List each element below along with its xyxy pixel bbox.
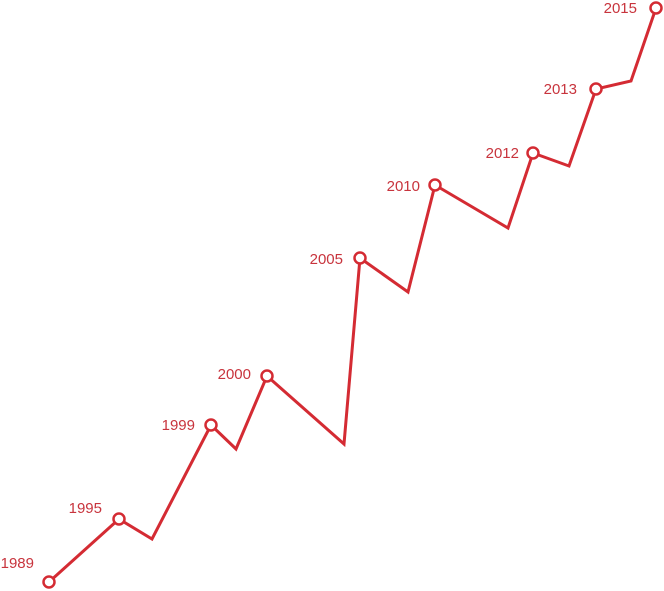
timeline-line (47, 6, 658, 584)
milestone-marker-2015 (649, 1, 663, 15)
milestone-year-label: 2012 (486, 145, 519, 162)
milestone-marker-2013 (589, 82, 603, 96)
milestone-year-label: 2010 (387, 178, 420, 195)
milestone-marker-1995 (112, 512, 126, 526)
milestone-marker-2010 (428, 178, 442, 192)
milestone-marker-2012 (526, 146, 540, 160)
milestone-marker-1989 (42, 575, 56, 589)
milestone-marker-2005 (353, 251, 367, 265)
milestone-year-label: 1989 (1, 555, 34, 572)
milestone-year-label: 2013 (544, 81, 577, 98)
milestone-year-label: 1995 (69, 500, 102, 517)
milestone-marker-1999 (204, 418, 218, 432)
milestone-year-label: 2015 (604, 0, 637, 17)
milestone-year-label: 2005 (310, 251, 343, 268)
milestone-marker-2000 (260, 369, 274, 383)
milestone-year-label: 1999 (162, 417, 195, 434)
milestone-year-label: 2000 (218, 366, 251, 383)
